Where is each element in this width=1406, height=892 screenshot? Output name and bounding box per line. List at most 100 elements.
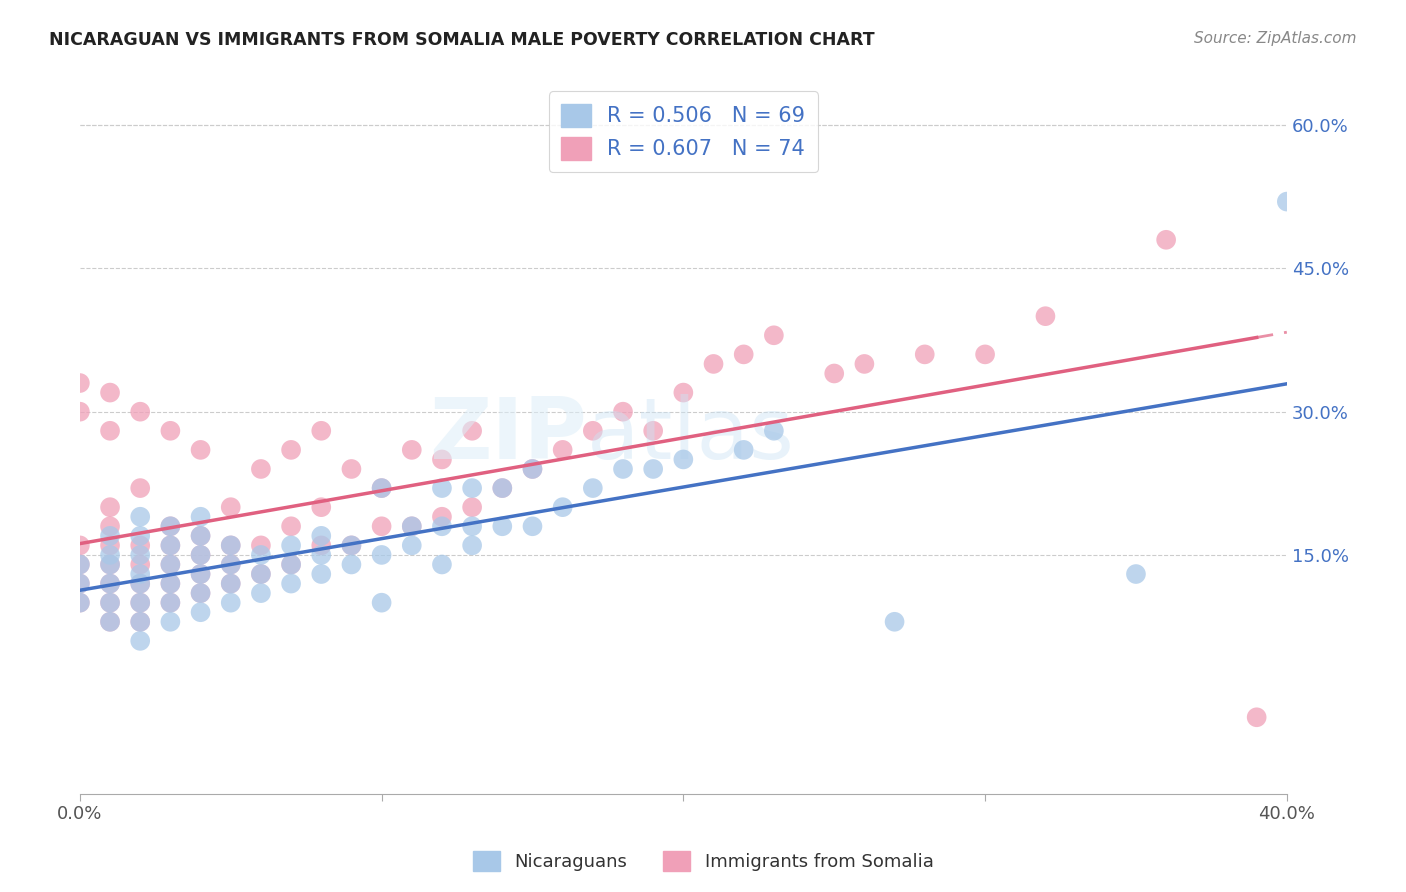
Point — [69, 405, 91, 419]
Point — [430, 452, 453, 467]
Point — [309, 567, 332, 582]
Point — [98, 424, 121, 438]
Point — [340, 558, 363, 572]
Point — [190, 567, 212, 582]
Point — [98, 538, 121, 552]
Point — [159, 538, 181, 552]
Legend: Nicaraguans, Immigrants from Somalia: Nicaraguans, Immigrants from Somalia — [465, 844, 941, 879]
Point — [190, 605, 212, 619]
Point — [219, 558, 242, 572]
Point — [129, 576, 152, 591]
Point — [582, 481, 605, 495]
Point — [69, 596, 91, 610]
Point — [159, 576, 181, 591]
Point — [461, 424, 484, 438]
Point — [190, 509, 212, 524]
Point — [219, 596, 242, 610]
Point — [159, 558, 181, 572]
Point — [190, 586, 212, 600]
Point — [98, 558, 121, 572]
Legend: R = 0.506   N = 69, R = 0.607   N = 74: R = 0.506 N = 69, R = 0.607 N = 74 — [548, 92, 818, 172]
Point — [69, 376, 91, 390]
Point — [461, 519, 484, 533]
Point — [733, 347, 755, 361]
Point — [98, 529, 121, 543]
Point — [672, 452, 695, 467]
Point — [370, 548, 392, 562]
Point — [762, 328, 785, 343]
Point — [129, 538, 152, 552]
Point — [430, 481, 453, 495]
Point — [98, 615, 121, 629]
Point — [309, 548, 332, 562]
Point — [69, 558, 91, 572]
Text: NICARAGUAN VS IMMIGRANTS FROM SOMALIA MALE POVERTY CORRELATION CHART: NICARAGUAN VS IMMIGRANTS FROM SOMALIA MA… — [49, 31, 875, 49]
Point — [309, 538, 332, 552]
Y-axis label: Male Poverty: Male Poverty — [0, 382, 8, 490]
Point — [430, 519, 453, 533]
Point — [370, 481, 392, 495]
Point — [430, 558, 453, 572]
Point — [672, 385, 695, 400]
Point — [370, 519, 392, 533]
Point — [914, 347, 936, 361]
Point — [522, 519, 544, 533]
Point — [219, 576, 242, 591]
Point — [401, 519, 423, 533]
Point — [250, 548, 273, 562]
Point — [401, 538, 423, 552]
Point — [159, 615, 181, 629]
Point — [98, 615, 121, 629]
Point — [98, 548, 121, 562]
Text: Source: ZipAtlas.com: Source: ZipAtlas.com — [1194, 31, 1357, 46]
Point — [219, 576, 242, 591]
Point — [643, 424, 665, 438]
Point — [1125, 567, 1147, 582]
Point — [129, 576, 152, 591]
Point — [98, 596, 121, 610]
Point — [129, 596, 152, 610]
Point — [401, 519, 423, 533]
Point — [1275, 194, 1298, 209]
Point — [612, 405, 634, 419]
Point — [190, 586, 212, 600]
Point — [582, 424, 605, 438]
Point — [129, 405, 152, 419]
Point — [401, 442, 423, 457]
Point — [280, 538, 302, 552]
Point — [98, 576, 121, 591]
Point — [129, 596, 152, 610]
Point — [219, 500, 242, 515]
Point — [190, 548, 212, 562]
Point — [643, 462, 665, 476]
Point — [190, 442, 212, 457]
Point — [129, 529, 152, 543]
Text: ZIP: ZIP — [429, 394, 586, 477]
Point — [159, 538, 181, 552]
Point — [98, 385, 121, 400]
Point — [219, 538, 242, 552]
Point — [159, 596, 181, 610]
Point — [491, 519, 513, 533]
Point — [762, 424, 785, 438]
Point — [280, 519, 302, 533]
Point — [309, 424, 332, 438]
Point — [491, 481, 513, 495]
Point — [430, 509, 453, 524]
Point — [190, 529, 212, 543]
Text: atlas: atlas — [586, 394, 794, 477]
Point — [69, 538, 91, 552]
Point — [129, 567, 152, 582]
Point — [159, 596, 181, 610]
Point — [69, 576, 91, 591]
Point — [159, 519, 181, 533]
Point — [823, 367, 845, 381]
Point — [250, 462, 273, 476]
Point — [702, 357, 724, 371]
Point — [853, 357, 876, 371]
Point — [280, 558, 302, 572]
Point — [340, 462, 363, 476]
Point — [461, 500, 484, 515]
Point — [129, 615, 152, 629]
Point — [159, 519, 181, 533]
